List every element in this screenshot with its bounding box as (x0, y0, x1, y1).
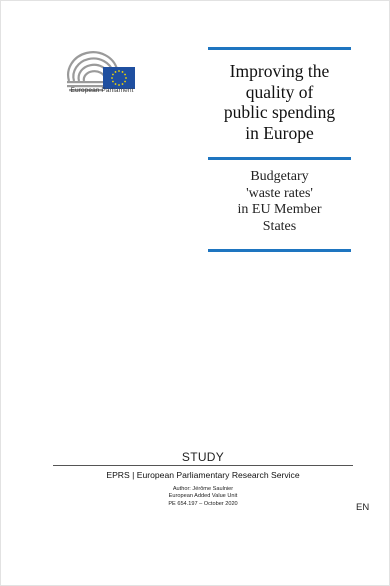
service-name: EPRS | European Parliamentary Research S… (106, 470, 300, 480)
subtitle-line: Budgetary (250, 169, 309, 184)
footer-divider (53, 465, 353, 466)
title-line: in Europe (245, 122, 314, 143)
flag-star-icon (118, 70, 120, 72)
author-line: Author: Jérôme Saulnier (172, 486, 234, 492)
document-subtitle: Budgetary 'waste rates' in EU Member Sta… (208, 169, 351, 235)
flag-star-icon (112, 80, 114, 83)
flag-star-icon (124, 80, 126, 83)
logo-label: European Parliament (70, 87, 134, 94)
document-title: Improving the quality of public spending… (208, 61, 351, 143)
flag-star-icon (121, 83, 124, 85)
unit-line: European Added Value Unit (168, 493, 238, 500)
flag-star-icon (114, 71, 117, 73)
flag-star-icon (114, 83, 117, 85)
language-code: EN (356, 502, 370, 513)
subtitle-line: States (262, 218, 297, 234)
title-top-rule (208, 47, 351, 50)
flag-star-icon (118, 84, 120, 86)
flag-star-icon (124, 73, 126, 76)
title-line: Improving the (229, 61, 330, 81)
title-middle-rule (208, 157, 351, 160)
flag-star-icon (121, 71, 124, 73)
document-meta: Author: Jérôme Saulnier European Added V… (53, 486, 353, 508)
flag-star-icon (125, 77, 127, 79)
title-bottom-rule (208, 249, 351, 252)
flag-star-icon (112, 73, 114, 76)
document-type: STUDY (181, 450, 225, 464)
subtitle-line: in EU Member (237, 202, 322, 217)
reference-line: PE 654.197 – October 2020 (168, 500, 238, 507)
title-line: quality of (245, 81, 314, 102)
subtitle-line: 'waste rates' (246, 185, 313, 201)
european-parliament-logo-icon (67, 51, 135, 92)
title-line: public spending (223, 102, 336, 122)
flag-star-icon (111, 77, 113, 79)
